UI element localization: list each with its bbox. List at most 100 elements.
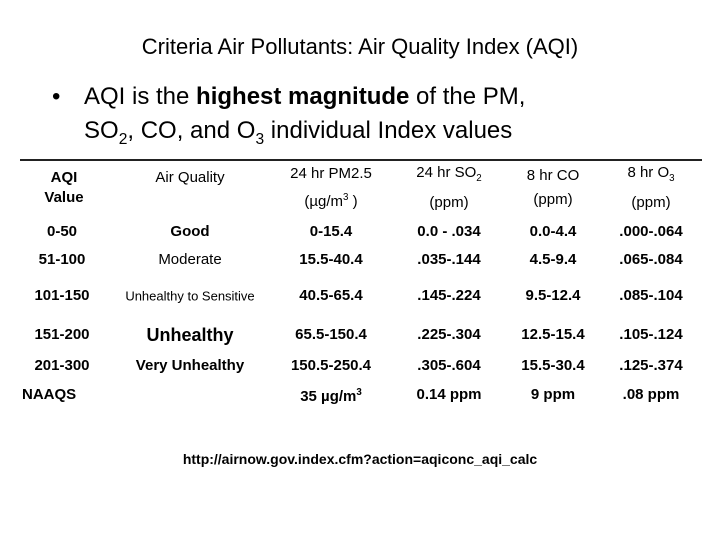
cell-text: 51-100 [38,251,86,268]
cell-text: 0-50 [46,223,78,240]
subscript: 3 [669,173,675,184]
cell-text: Good [170,223,210,240]
header-cell: 8 hr O3 (ppm) [627,161,674,215]
table-cell: 101-150 [34,286,89,306]
header-cell: 8 hr CO (ppm) [527,164,580,212]
cell-text: 101-150 [34,287,90,304]
subscript: 2 [476,173,482,184]
table-cell: Unhealthy [146,325,233,345]
cell-text: 201-300 [34,357,90,374]
bullet-text: AQI is the [84,83,197,110]
superscript: 3 [356,387,362,398]
cell-text: 12.5-15.4 [521,326,585,343]
cell-text: 35 µg/m [300,388,357,405]
header-text: 24 hr SO2 [416,161,481,191]
header-label: AQI Value [44,169,84,206]
header-text: 8 hr CO [527,164,580,188]
table-cell: .035-.144 [417,250,480,270]
subscript: 3 [255,130,265,148]
table-cell: 51-100 [39,250,86,270]
cell-text: .065-.084 [619,251,683,268]
header-text: AQI Value [34,168,94,208]
unit: (ppm) [429,194,469,211]
bullet-text: individual Index values [264,117,513,144]
table-cell: 9.5-12.4 [525,286,580,306]
table-cell: NAAQS [22,385,76,405]
header-cell: AQI Value [34,168,94,208]
header-unit: (ppm) [416,191,481,215]
cell-text: .035-.144 [417,251,481,268]
header-text: 24 hr PM2.5 [290,162,372,186]
bullet-text: SO [84,117,119,144]
table-cell: 12.5-15.4 [521,325,584,345]
cell-text: 15.5-30.4 [521,357,585,374]
header-label: Air Quality [155,169,225,186]
header-cell: Air Quality [155,166,224,190]
cell-text: .105-.124 [619,326,683,343]
table-cell: .000-.064 [619,222,682,242]
cell-text: 0.14 ppm [416,386,482,403]
header-text: Air Quality [155,166,224,190]
cell-text: .085-.104 [619,287,683,304]
cell-text: .000-.064 [619,223,683,240]
table-cell: .125-.374 [619,356,682,376]
table-cell: 0-50 [47,222,77,242]
table-cell: 150.5-250.4 [291,356,371,376]
cell-text: .08 ppm [622,386,680,403]
title: Criteria Air Pollutants: Air Quality Ind… [141,34,579,59]
cell-text: Very Unhealthy [135,357,245,374]
cell-text: .125-.374 [619,357,683,374]
table-cell: Very Unhealthy [136,356,244,376]
header-unit: (µg/m3 ) [290,186,372,214]
header-label: 8 hr O [627,164,670,181]
header-cell: 24 hr PM2.5 (µg/m3 ) [290,162,372,214]
cell-text: Moderate [158,251,222,268]
cell-text: 15.5-40.4 [299,251,363,268]
cell-text: .145-.224 [417,287,481,304]
table-cell: 35 µg/m3 [300,383,362,407]
table-cell: Moderate [158,250,221,270]
table-cell: 0.0-4.4 [530,222,577,242]
table-cell: 0.0 - .034 [417,222,480,242]
table-cell: Unhealthy to Sensitive [125,288,255,305]
header-label: 24 hr SO [416,164,477,181]
cell-text: .225-.304 [417,326,481,343]
unit: ) [348,193,358,210]
cell-text: .305-.604 [417,357,481,374]
cell-text: 0.0 - .034 [417,223,481,240]
table-cell: .305-.604 [417,356,480,376]
cell-text: 40.5-65.4 [299,287,363,304]
table-cell: 40.5-65.4 [299,286,362,306]
table-cell: 201-300 [34,356,89,376]
cell-text: 65.5-150.4 [295,326,367,343]
header-unit: (ppm) [527,188,580,212]
table-cell: 0.14 ppm [416,385,481,405]
table-cell: 15.5-40.4 [299,250,362,270]
unit: (ppm) [533,191,573,208]
cell-text: Unhealthy to Sensitive [125,288,255,304]
subscript: 2 [118,130,128,148]
table-cell: .085-.104 [619,286,682,306]
table-cell: .225-.304 [417,325,480,345]
table-cell: .08 ppm [623,385,680,405]
cell-text: Unhealthy [146,325,234,345]
header-unit: (ppm) [627,191,674,215]
table-cell: .145-.224 [417,286,480,306]
table-rule [20,159,702,161]
cell-text: 150.5-250.4 [290,357,372,374]
cell-text: 4.5-9.4 [529,251,577,268]
bullet: • AQI is the highest magnitude of the PM… [52,83,526,148]
header-text: 8 hr O3 [627,161,674,191]
table-cell: 151-200 [34,325,89,345]
bullet-bold: highest magnitude [196,83,410,110]
cell-text: 0-15.4 [309,223,353,240]
cell-text: 151-200 [34,326,90,343]
table-cell: 4.5-9.4 [530,250,577,270]
table-cell: .105-.124 [619,325,682,345]
cell-text: 9 ppm [530,386,576,403]
header-label: 8 hr CO [526,167,580,184]
unit: (µg/m [304,193,344,210]
table-cell: 0-15.4 [310,222,353,242]
table-cell: .065-.084 [619,250,682,270]
